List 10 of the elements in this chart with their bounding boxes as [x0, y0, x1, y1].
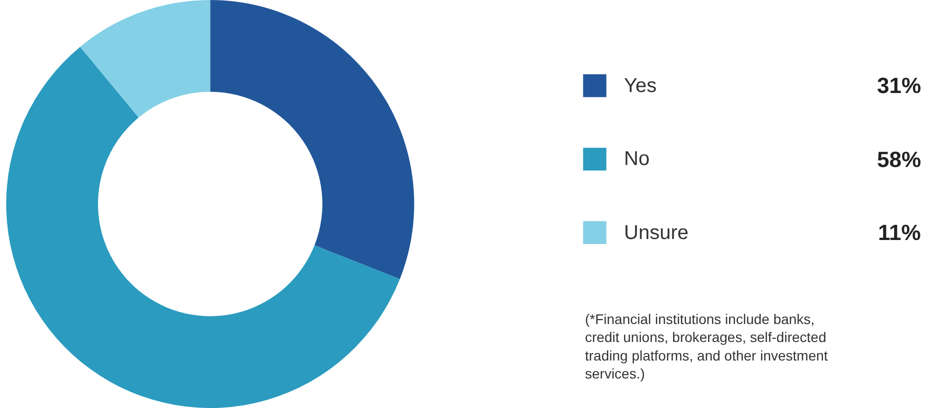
- data-label: 31%: [877, 73, 922, 98]
- data-label: 58%: [877, 147, 922, 172]
- legend-label: Yes: [624, 75, 657, 97]
- legend-label: No: [624, 148, 650, 170]
- text: (*Financial institutions include banks, credit unions, brokerages, self-directed trading platforms, and other investment services.): [585, 311, 828, 382]
- data-label: 11%: [878, 220, 921, 245]
- donut-slice: [80, 0, 210, 118]
- donut-slice: [210, 0, 414, 280]
- legend-label: Unsure: [624, 222, 688, 244]
- donut-slice: [6, 46, 400, 408]
